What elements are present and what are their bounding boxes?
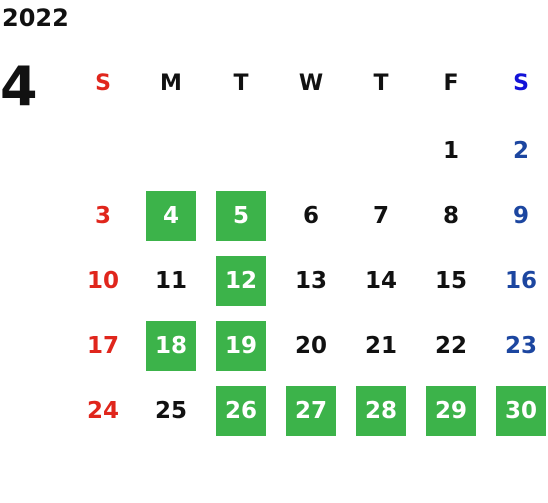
- highlighted-day-cell[interactable]: 27: [286, 386, 336, 436]
- highlighted-day-cell[interactable]: 30: [496, 386, 546, 436]
- day-cell[interactable]: 1: [442, 138, 459, 164]
- day-cell[interactable]: 2: [512, 138, 529, 164]
- month-label: 4: [0, 55, 38, 118]
- weekday-header: T: [233, 70, 249, 96]
- day-cell[interactable]: 7: [372, 203, 389, 229]
- day-cell[interactable]: 9: [512, 203, 529, 229]
- weekday-header: T: [373, 70, 389, 96]
- weekday-header: M: [160, 70, 182, 96]
- weekday-header: W: [298, 70, 324, 96]
- weekday-header: S: [95, 70, 111, 96]
- day-cell[interactable]: 21: [364, 333, 397, 359]
- highlighted-day-cell[interactable]: 5: [216, 191, 266, 241]
- day-cell[interactable]: 6: [302, 203, 319, 229]
- day-cell[interactable]: 20: [294, 333, 327, 359]
- day-cell[interactable]: 22: [434, 333, 467, 359]
- weekday-header: S: [513, 70, 529, 96]
- day-cell[interactable]: 8: [442, 203, 459, 229]
- highlighted-day-cell[interactable]: 18: [146, 321, 196, 371]
- day-cell[interactable]: 13: [294, 268, 327, 294]
- highlighted-day-cell[interactable]: 28: [356, 386, 406, 436]
- day-cell[interactable]: 3: [94, 203, 111, 229]
- highlighted-day-cell[interactable]: 29: [426, 386, 476, 436]
- weekday-header: F: [443, 70, 459, 96]
- day-cell[interactable]: 17: [86, 333, 119, 359]
- day-cell[interactable]: 10: [86, 268, 119, 294]
- day-cell[interactable]: 15: [434, 268, 467, 294]
- highlighted-day-cell[interactable]: 19: [216, 321, 266, 371]
- highlighted-day-cell[interactable]: 26: [216, 386, 266, 436]
- day-cell[interactable]: 16: [504, 268, 537, 294]
- day-cell[interactable]: 25: [154, 398, 187, 424]
- day-cell[interactable]: 14: [364, 268, 397, 294]
- day-cell[interactable]: 11: [154, 268, 187, 294]
- year-label: 2022: [2, 4, 69, 32]
- highlighted-day-cell[interactable]: 4: [146, 191, 196, 241]
- highlighted-day-cell[interactable]: 12: [216, 256, 266, 306]
- day-cell[interactable]: 24: [86, 398, 119, 424]
- day-cell[interactable]: 23: [504, 333, 537, 359]
